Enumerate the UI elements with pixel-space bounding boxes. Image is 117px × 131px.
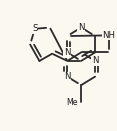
Text: NH: NH <box>102 31 115 40</box>
Text: Me: Me <box>66 98 78 107</box>
Text: S: S <box>32 24 38 33</box>
Text: N: N <box>78 23 84 32</box>
Text: N: N <box>64 72 71 81</box>
Text: N: N <box>92 56 98 65</box>
Text: N: N <box>64 48 71 57</box>
